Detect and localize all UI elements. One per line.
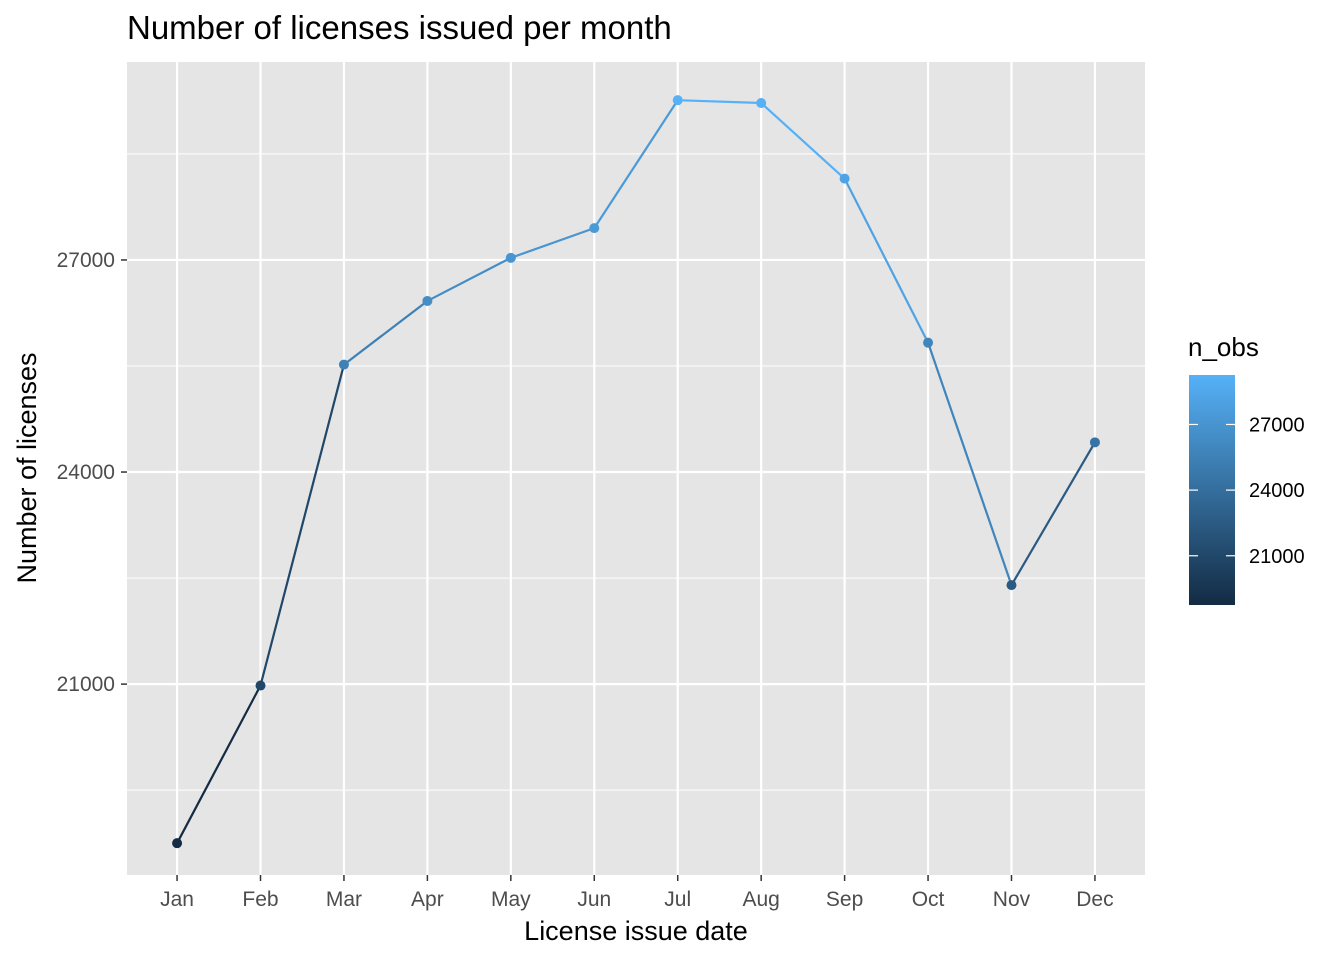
line-segment	[259, 364, 346, 686]
data-point-feb	[255, 680, 266, 691]
data-point-aug	[756, 98, 767, 109]
x-tick-label: Jun	[577, 888, 611, 911]
data-point-may	[505, 252, 516, 263]
line-segment	[510, 227, 595, 259]
color-legend: n_obs 21000 24000 27000	[1188, 332, 1305, 605]
y-tick-label: 24000	[57, 461, 115, 484]
data-point-jul	[672, 95, 683, 106]
series-points	[172, 95, 1100, 849]
data-point-dec	[1089, 437, 1100, 448]
data-point-jan	[172, 838, 183, 849]
data-point-nov	[1006, 580, 1017, 591]
line-segment	[343, 300, 429, 366]
x-tick-label: Sep	[826, 888, 863, 911]
y-axis-title: Number of licenses	[12, 352, 42, 583]
line-segment	[677, 99, 762, 105]
series-line	[176, 99, 1096, 844]
colorbar-tick-label: 24000	[1249, 480, 1305, 502]
data-point-mar	[338, 359, 349, 370]
data-point-jun	[589, 223, 600, 234]
x-tick-label: Nov	[993, 888, 1031, 911]
x-tick-label: Feb	[242, 888, 278, 911]
major-gridlines	[127, 62, 1145, 875]
x-tick-label: Oct	[912, 888, 945, 911]
line-segment	[760, 102, 846, 180]
x-tick-label: Jan	[160, 888, 194, 911]
x-axis-title: License issue date	[524, 916, 748, 946]
colorbar-tick-label: 27000	[1249, 414, 1305, 436]
x-axis: Jan Feb Mar Apr May Jun Jul Aug Sep Oct Nov Dec	[160, 875, 1114, 911]
line-segment	[176, 685, 262, 844]
line-segment	[593, 99, 679, 229]
x-tick-label: Dec	[1076, 888, 1113, 911]
line-segment	[426, 256, 512, 302]
data-point-sep	[839, 173, 850, 184]
data-point-apr	[422, 295, 433, 306]
x-tick-label: Apr	[411, 888, 444, 911]
data-point-oct	[923, 337, 934, 348]
x-tick-label: May	[491, 888, 531, 911]
x-tick-label: Mar	[326, 888, 362, 911]
plot-panel	[127, 62, 1145, 875]
minor-gridlines	[127, 153, 1145, 791]
line-segment	[1010, 441, 1096, 586]
x-tick-label: Jul	[664, 888, 691, 911]
x-tick-label: Aug	[742, 888, 779, 911]
legend-title: n_obs	[1188, 332, 1259, 362]
chart-title: Number of licenses issued per month	[127, 9, 672, 46]
colorbar-tick-label: 21000	[1249, 546, 1305, 568]
line-segment	[843, 178, 930, 344]
y-tick-label: 27000	[57, 249, 115, 272]
y-axis: 21000 24000 27000	[57, 249, 127, 696]
line-segment	[927, 342, 1013, 586]
colorbar-ticks: 21000 24000 27000	[1189, 414, 1305, 568]
y-tick-label: 21000	[57, 673, 115, 696]
